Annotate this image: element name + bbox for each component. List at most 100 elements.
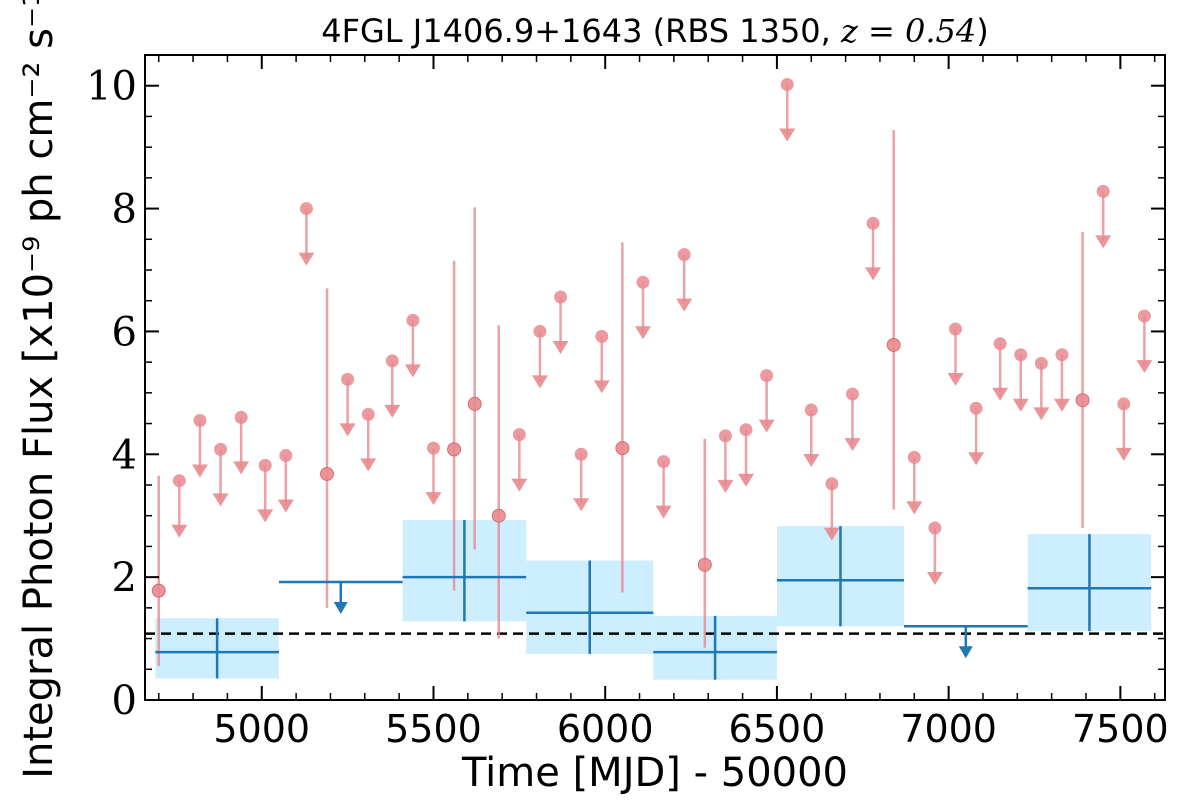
chart-title-main: 4FGL J1406.9+1643 (RBS 1350,	[321, 12, 841, 50]
chart-title-redshift: z = 0.54	[840, 12, 976, 50]
short-bin-upper-limit-point	[1055, 348, 1069, 362]
short-bin-upper-limit-point	[780, 77, 794, 91]
short-bin-upper-limit-arrow	[906, 501, 923, 515]
short-bin-upper-limit-arrow	[1095, 235, 1112, 249]
short-bin-upper-limit-arrow	[803, 454, 820, 468]
short-bin-upper-limit-arrow	[1033, 407, 1050, 421]
short-bin-upper-limit-arrow	[360, 458, 377, 472]
short-bin-upper-limit-arrow	[634, 326, 651, 340]
short-bin-upper-limit-point	[1014, 348, 1028, 362]
short-bin-upper-limit-arrow	[992, 387, 1009, 401]
x-tick-label: 7500	[1072, 707, 1169, 751]
short-bin-upper-limit-point	[533, 324, 547, 338]
short-bin-upper-limit-point	[1117, 397, 1131, 411]
long-bin-upper-limit-arrow	[333, 602, 348, 615]
short-bin-upper-limit-arrow	[573, 498, 590, 512]
axes-frame	[144, 54, 1166, 701]
short-bin-upper-limit-arrow	[404, 364, 421, 378]
short-bin-point	[1075, 393, 1090, 408]
short-bin-upper-limit-arrow	[844, 438, 861, 452]
short-bin-upper-limit-arrow	[511, 478, 528, 492]
short-bin-upper-limit-arrow	[738, 473, 755, 487]
short-bin-upper-limit-arrow	[655, 505, 672, 519]
short-bin-upper-limit-point	[279, 449, 293, 463]
short-bin-upper-limit-point	[385, 354, 399, 368]
short-bin-upper-limit-arrow	[1053, 398, 1070, 412]
short-bin-upper-limit-arrow	[947, 372, 964, 386]
short-bin-upper-limit-arrow	[926, 572, 943, 585]
y-tick-label: 2	[112, 555, 137, 601]
short-bin-upper-limit-point	[512, 428, 526, 442]
short-bin-upper-limit-point	[993, 337, 1007, 351]
short-bin-upper-limit-arrow	[277, 499, 294, 513]
short-bin-upper-limit-arrow	[212, 493, 229, 507]
short-bin-upper-limit-arrow	[1012, 398, 1029, 412]
short-bin-upper-limit-point	[718, 429, 732, 443]
short-bin-upper-limit-point	[554, 290, 568, 304]
short-bin-upper-limit-point	[361, 407, 375, 421]
short-bin-upper-limit-arrow	[339, 423, 356, 437]
short-bin-upper-limit-arrow	[425, 492, 442, 506]
short-bin-upper-limit-point	[595, 329, 609, 343]
short-bin-upper-limit-point	[299, 202, 313, 216]
short-bin-upper-limit-arrow	[1136, 360, 1153, 374]
short-bin-upper-limit-point	[172, 474, 186, 488]
short-bin-upper-limit-arrow	[676, 298, 693, 312]
short-bin-upper-limit-arrow	[758, 419, 775, 433]
short-bin-upper-limit-point	[1034, 356, 1048, 370]
short-bin-series	[151, 77, 1153, 667]
x-tick-label: 5500	[385, 707, 482, 751]
short-bin-upper-limit-point	[341, 372, 355, 386]
short-bin-upper-limit-point	[949, 322, 963, 336]
y-tick-label: 8	[112, 187, 137, 233]
short-bin-upper-limit-arrow	[717, 479, 734, 493]
x-axis-label: Time [MJD] - 50000	[461, 750, 848, 796]
short-bin-upper-limit-point	[193, 414, 207, 427]
short-bin-upper-limit-arrow	[298, 252, 315, 266]
short-bin-upper-limit-point	[234, 410, 248, 424]
x-tick-label: 6000	[557, 707, 654, 751]
chart-title: 4FGL J1406.9+1643 (RBS 1350, z = 0.54)	[321, 12, 989, 50]
short-bin-upper-limit-point	[866, 216, 880, 230]
chart-title-close: )	[976, 12, 988, 50]
short-bin-upper-limit-point	[1137, 309, 1151, 323]
short-bin-upper-limit-arrow	[552, 341, 569, 355]
x-tick-label: 6500	[729, 707, 826, 751]
short-bin-upper-limit-point	[760, 369, 774, 383]
short-bin-point	[491, 508, 506, 523]
short-bin-upper-limit-arrow	[779, 128, 796, 142]
tick-marks	[145, 54, 1165, 701]
short-bin-upper-limit-point	[825, 477, 839, 491]
short-bin-upper-limit-point	[406, 313, 420, 327]
long-bin-bands	[155, 520, 1152, 680]
short-bin-upper-limit-point	[214, 442, 228, 456]
tick-labels: 5000 5500 6000 6500 7000 7500 0 2 4 6 8 10	[86, 64, 1169, 751]
short-bin-point	[467, 396, 482, 411]
short-bin-point	[615, 441, 630, 456]
short-bin-upper-limit-point	[636, 275, 650, 289]
y-tick-label: 0	[112, 678, 137, 724]
short-bin-upper-limit-point	[804, 403, 818, 417]
short-bin-upper-limit-point	[969, 401, 983, 415]
short-bin-upper-limit-point	[1096, 184, 1110, 198]
long-bin-series	[155, 520, 1152, 680]
y-tick-label: 4	[112, 432, 137, 478]
short-bin-upper-limit-arrow	[1115, 447, 1132, 461]
short-bin-upper-limit-arrow	[233, 461, 250, 475]
x-tick-label: 7000	[900, 707, 997, 751]
short-bin-upper-limit-arrow	[171, 524, 188, 538]
short-bin-upper-limit-point	[258, 458, 272, 472]
short-bin-point	[697, 557, 712, 572]
short-bin-upper-limit-point	[928, 521, 942, 535]
x-tick-label: 5000	[213, 707, 310, 751]
short-bin-upper-limit-arrow	[823, 527, 840, 541]
short-bin-upper-limit-point	[739, 423, 753, 437]
short-bin-upper-limit-arrow	[384, 404, 401, 418]
short-bin-point	[886, 337, 901, 352]
long-bin-upper-limit-arrow	[958, 646, 973, 659]
y-tick-label: 10	[86, 64, 137, 110]
short-bin-upper-limit-point	[657, 455, 671, 469]
short-bin-upper-limit-point	[907, 450, 921, 464]
plot-frame	[144, 54, 1166, 701]
